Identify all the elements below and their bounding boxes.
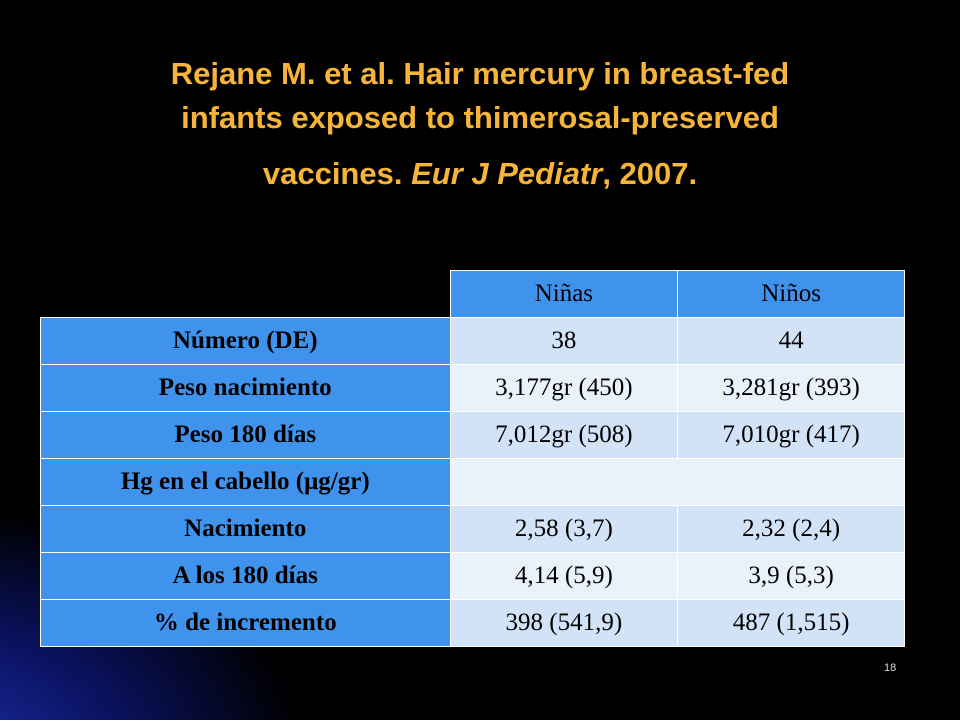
row-label: Peso 180 días [40, 411, 451, 459]
row-label: A los 180 días [40, 552, 451, 600]
table-row: Hg en el cabello (μg/gr) [40, 458, 905, 506]
table-row: Peso nacimiento 3,177gr (450) 3,281gr (3… [40, 364, 905, 412]
data-table: Niñas Niños Número (DE) 38 44 Peso nacim… [40, 270, 905, 647]
cell-ninos: 3,281gr (393) [677, 364, 905, 412]
row-label: Número (DE) [40, 317, 451, 365]
cell-ninos: 487 (1,515) [677, 599, 905, 647]
cell-ninas: 2,58 (3,7) [449, 505, 679, 553]
cell-ninos: 3,9 (5,3) [677, 552, 905, 600]
table-row: % de incremento 398 (541,9) 487 (1,515) [40, 599, 905, 647]
table-row: Número (DE) 38 44 [40, 317, 905, 365]
row-label: Hg en el cabello (μg/gr) [40, 458, 451, 506]
title-line-1: Rejane M. et al. Hair mercury in breast-… [170, 56, 790, 91]
cell-empty [449, 458, 905, 506]
title-line-3-year: , 2007. [602, 156, 698, 191]
table-row: Peso 180 días 7,012gr (508) 7,010gr (417… [40, 411, 905, 459]
title-line-3-text: vaccines. [262, 156, 412, 191]
title-line-2: infants exposed to thimerosal-preserved [181, 100, 779, 135]
journal-name: Eur J Pediatr [411, 156, 603, 191]
header-blank-cell [40, 270, 450, 318]
row-label: Peso nacimiento [40, 364, 451, 412]
table-header-row: Niñas Niños [40, 270, 905, 318]
cell-ninas: 398 (541,9) [449, 599, 679, 647]
cell-ninos: 7,010gr (417) [677, 411, 905, 459]
table-row: A los 180 días 4,14 (5,9) 3,9 (5,3) [40, 552, 905, 600]
cell-ninas: 3,177gr (450) [449, 364, 679, 412]
row-label: Nacimiento [40, 505, 451, 553]
title-line-3: vaccines. Eur J Pediatr, 2007. [60, 152, 900, 196]
slide-title: Rejane M. et al. Hair mercury in breast-… [60, 52, 900, 196]
cell-ninas: 7,012gr (508) [449, 411, 679, 459]
row-label: % de incremento [40, 599, 451, 647]
cell-ninas: 38 [449, 317, 679, 365]
header-ninas: Niñas [449, 270, 679, 318]
cell-ninos: 44 [677, 317, 905, 365]
cell-ninos: 2,32 (2,4) [677, 505, 905, 553]
header-ninos: Niños [677, 270, 905, 318]
page-number: 18 [884, 662, 897, 674]
table-row: Nacimiento 2,58 (3,7) 2,32 (2,4) [40, 505, 905, 553]
cell-ninas: 4,14 (5,9) [449, 552, 679, 600]
